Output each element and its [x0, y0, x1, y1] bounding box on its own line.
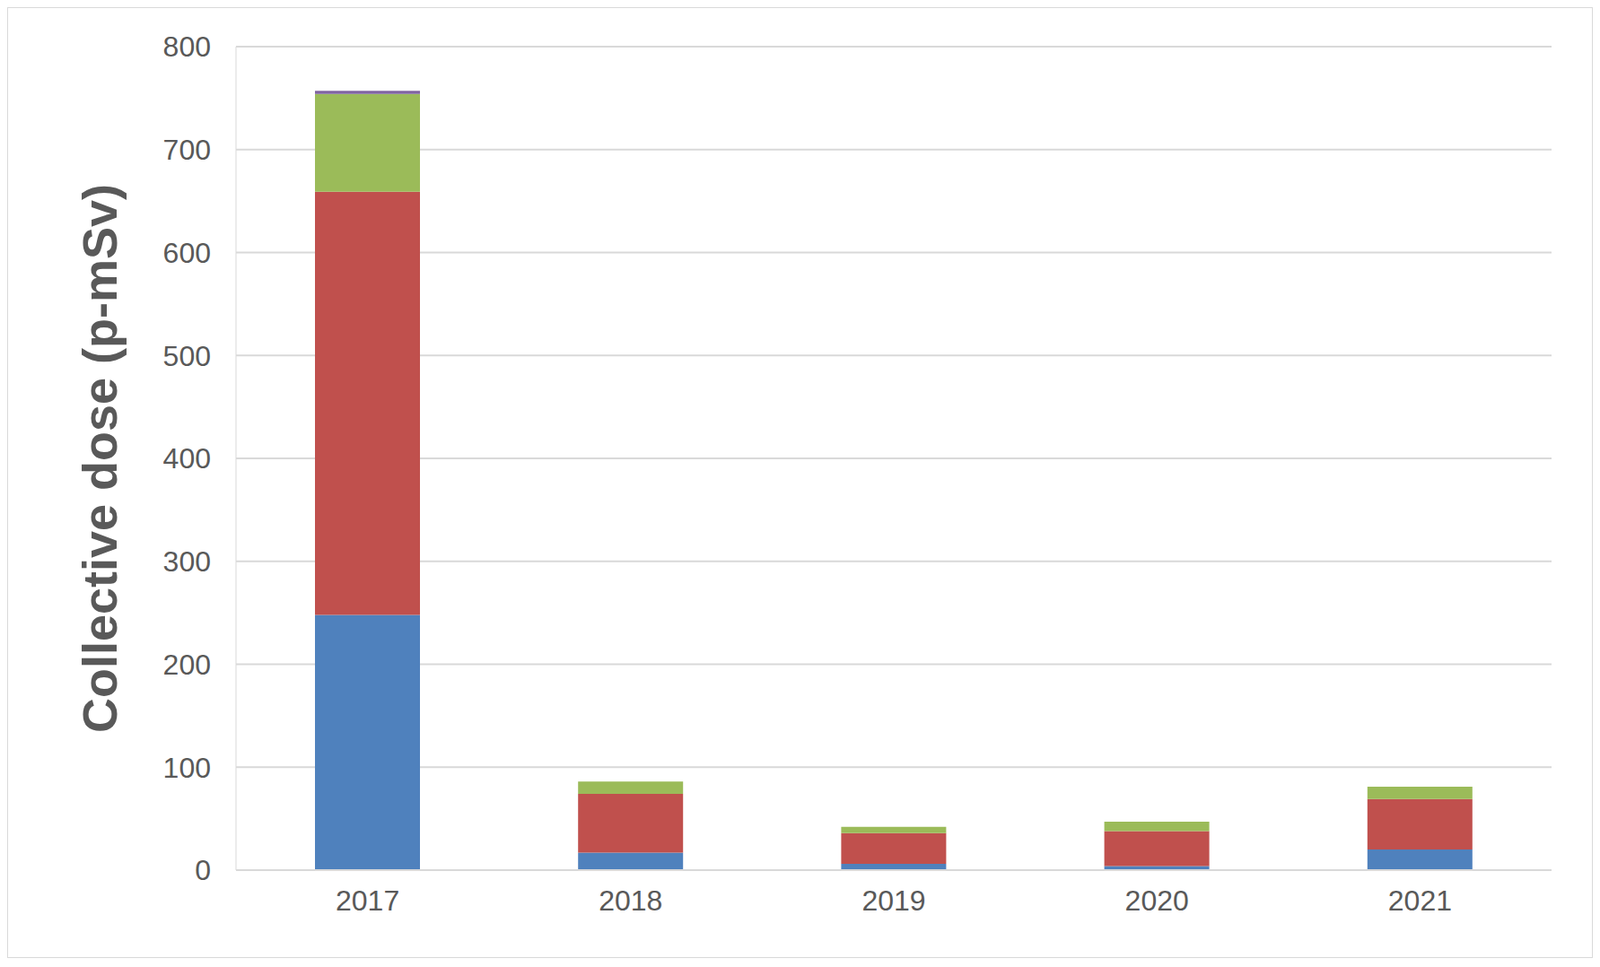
svg-text:400: 400	[163, 442, 211, 475]
svg-text:Collective dose (p-mSv): Collective dose (p-mSv)	[72, 183, 127, 734]
svg-text:500: 500	[163, 340, 211, 373]
svg-text:200: 200	[163, 648, 211, 682]
svg-text:2020: 2020	[1125, 884, 1190, 918]
svg-text:700: 700	[163, 133, 211, 167]
svg-text:0: 0	[194, 854, 211, 887]
svg-text:2018: 2018	[598, 884, 663, 918]
svg-text:100: 100	[163, 751, 211, 785]
svg-text:2021: 2021	[1388, 884, 1452, 918]
svg-text:2019: 2019	[861, 884, 926, 918]
svg-text:800: 800	[163, 30, 211, 63]
svg-text:300: 300	[163, 545, 211, 578]
svg-text:2017: 2017	[335, 884, 400, 918]
svg-text:600: 600	[163, 236, 211, 270]
